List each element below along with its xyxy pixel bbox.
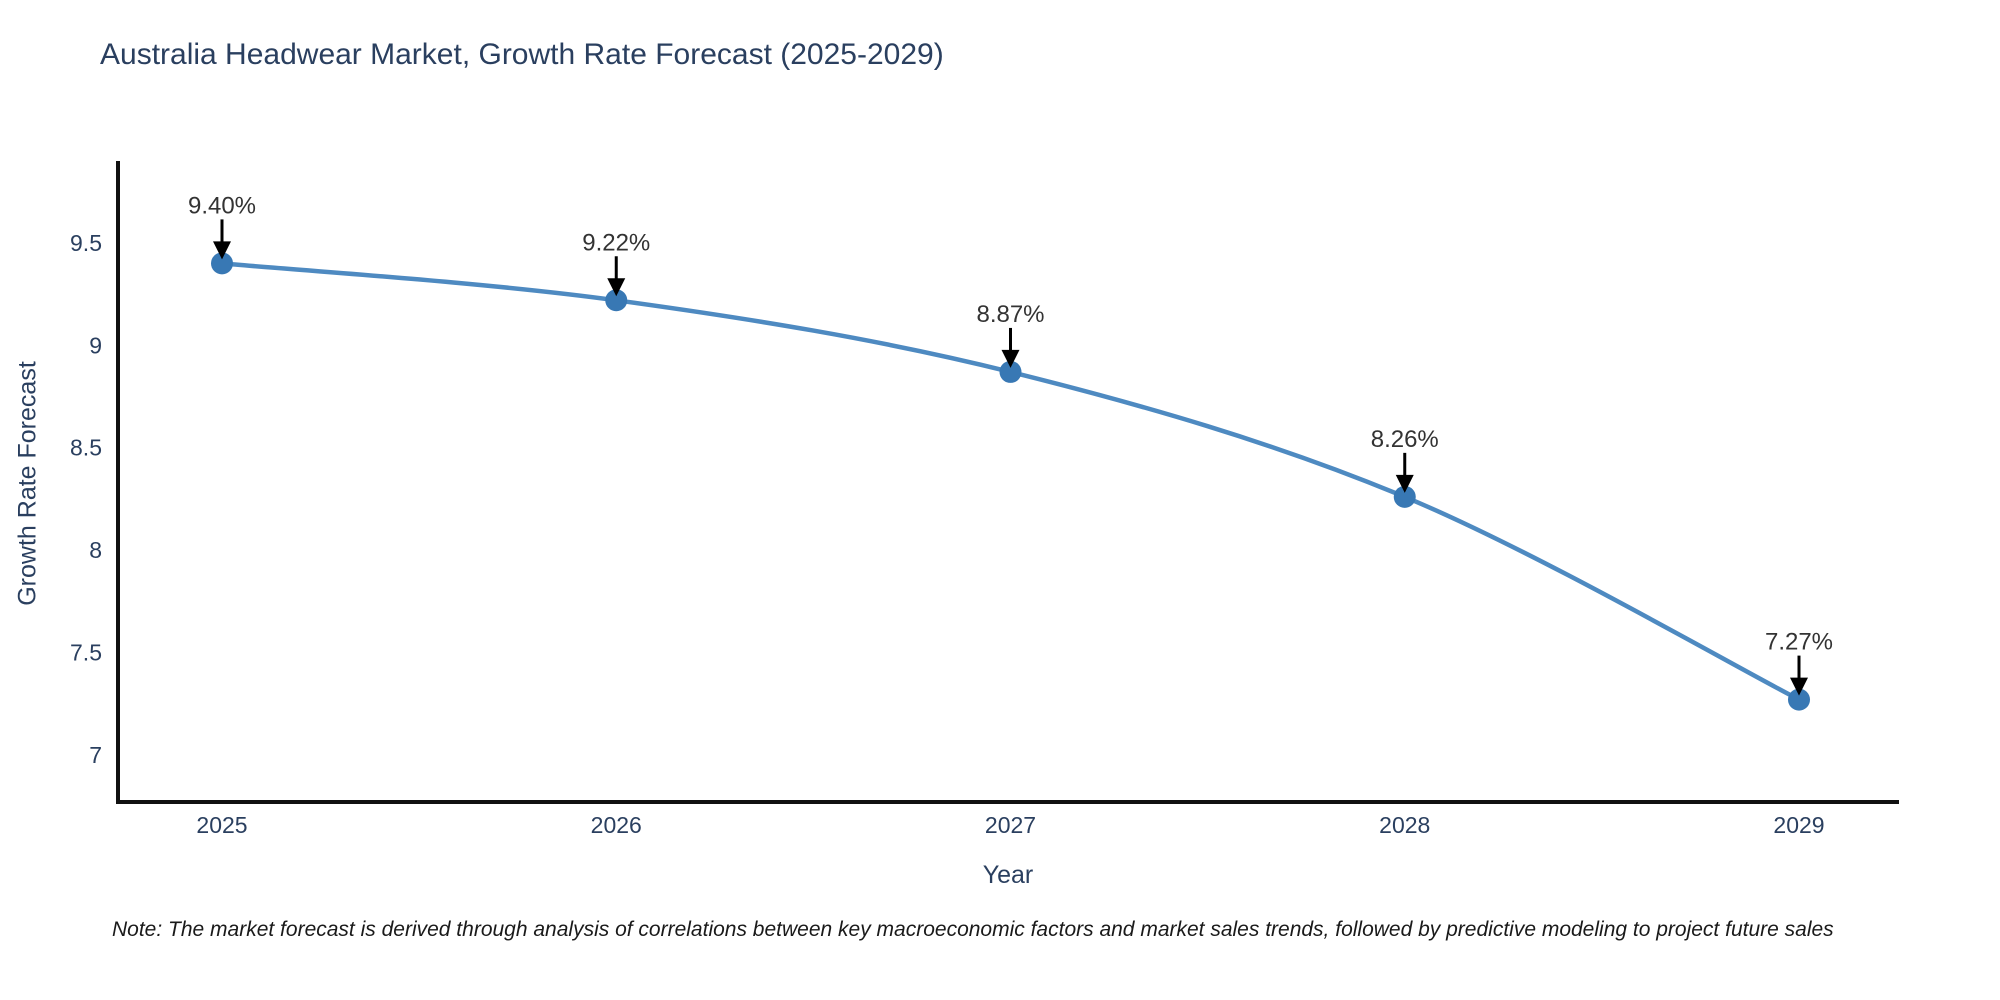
annotation-arrowhead-icon: [1790, 677, 1808, 696]
data-point-2026: [605, 289, 628, 312]
point-label-2029: 7.27%: [1765, 629, 1833, 656]
data-point-2028: [1393, 485, 1416, 508]
point-label-2027: 8.87%: [976, 301, 1044, 328]
annotation-arrowhead-icon: [1001, 349, 1020, 368]
data-point-2025: [211, 252, 233, 275]
point-label-2026: 9.22%: [582, 229, 650, 256]
x-tick-label: 2029: [1773, 812, 1824, 838]
x-tick-label: 2027: [985, 812, 1036, 838]
annotation-arrowhead-icon: [607, 278, 626, 297]
annotation-arrowhead-icon: [213, 241, 231, 260]
y-tick-label: 7.5: [70, 640, 102, 666]
x-tick-label: 2025: [196, 812, 247, 838]
y-tick-label: 8: [89, 537, 102, 563]
data-point-2029: [1788, 688, 1810, 711]
y-tick-label: 8.5: [70, 435, 102, 461]
chart-title: Australia Headwear Market, Growth Rate F…: [100, 38, 944, 71]
x-tick-label: 2026: [591, 812, 642, 838]
footnote: Note: The market forecast is derived thr…: [112, 918, 1834, 941]
y-tick-label: 7: [89, 742, 102, 768]
y-axis-title: Growth Rate Forecast: [13, 361, 42, 606]
y-tick-label: 9: [89, 332, 102, 358]
data-point-2027: [999, 360, 1022, 383]
y-tick-label: 9.5: [70, 230, 102, 256]
x-axis-title: Year: [982, 861, 1034, 889]
x-tick-label: 2028: [1379, 812, 1430, 838]
point-label-2028: 8.26%: [1371, 426, 1439, 453]
annotation-arrowhead-icon: [1395, 474, 1414, 493]
point-label-2025: 9.40%: [188, 192, 256, 219]
